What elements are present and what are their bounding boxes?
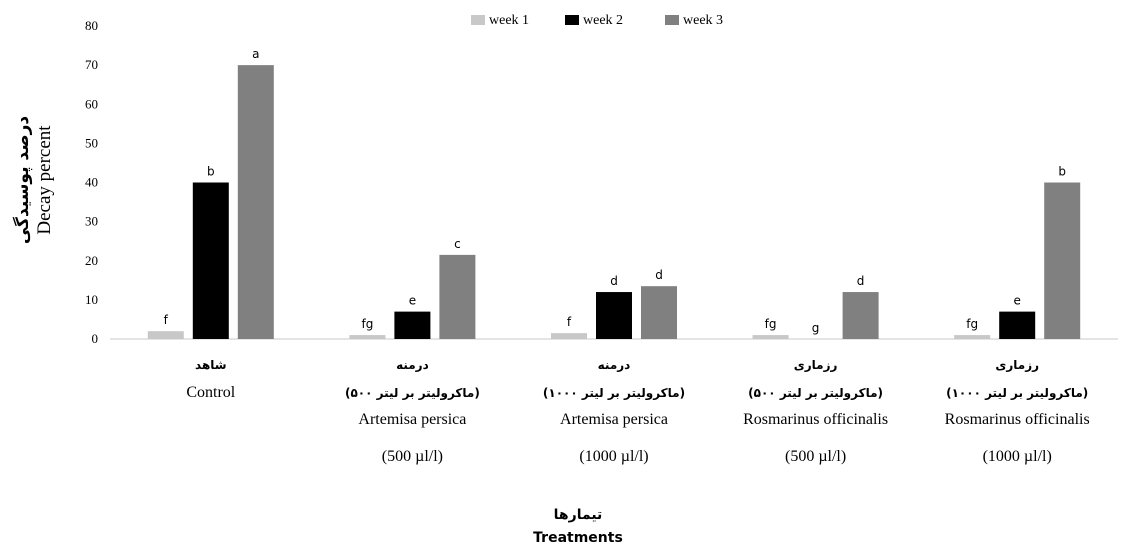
y-tick-label: 70: [85, 57, 98, 72]
significance-letter: c: [454, 237, 461, 251]
category-label-line: درمنه: [396, 358, 429, 372]
category-label-line: (۱۰۰۰ ماکرولیتر بر لیتر): [946, 386, 1088, 401]
y-tick-label: 40: [85, 175, 98, 190]
bar-week-2-2: [394, 311, 431, 339]
significance-letter: d: [655, 268, 663, 282]
significance-letter: a: [252, 47, 259, 61]
bar-week-1-3: [551, 333, 587, 339]
category-label-line: (500 µl/l): [382, 448, 443, 465]
legend-swatch-week-3: [665, 15, 679, 25]
category-label-line: (1000 µl/l): [579, 448, 648, 465]
category-label-line: رزماری: [995, 358, 1039, 372]
significance-letter: f: [567, 315, 572, 329]
category-label-line: رزماری: [794, 358, 838, 372]
category-labels: شاهد Control درمنه (۵۰۰ ماکرولیتر بر لیتر) A…: [186, 358, 1089, 465]
significance-letter: b: [207, 165, 215, 179]
bars-group: [147, 65, 1081, 339]
legend-label: week 2: [583, 13, 623, 28]
y-axis-ticks: 0 10 20 30 40 50 60 70 80: [85, 18, 98, 346]
category-label-line: (۵۰۰ ماکرولیتر بر لیتر): [345, 386, 480, 401]
bar-week-1-4: [752, 335, 789, 339]
significance-letter: g: [812, 321, 820, 335]
y-axis-label-fa: درصد پوسیدگی: [12, 116, 33, 245]
legend-swatch-week-2: [565, 15, 579, 25]
legend-label: week 3: [683, 13, 723, 28]
significance-letter: d: [610, 274, 618, 288]
significance-letter: b: [1058, 165, 1066, 179]
y-tick-label: 0: [92, 331, 99, 346]
category-label-line: شاهد: [195, 358, 227, 372]
bar-week-3-1: [237, 65, 274, 339]
bar-week-2-3: [596, 292, 632, 339]
x-axis-label-en: Treatments: [533, 530, 623, 546]
category-label-line: (500 µl/l): [785, 448, 846, 465]
bar-week-3-4: [842, 292, 879, 339]
y-tick-label: 80: [85, 18, 98, 33]
bar-week-3-2: [439, 254, 476, 339]
significance-letter: fg: [361, 317, 373, 331]
bar-week-2-1: [192, 182, 229, 339]
bar-week-3-3: [641, 286, 677, 339]
significance-letter: d: [857, 274, 865, 288]
category-label-line: درمنه: [598, 358, 631, 372]
legend-swatch-week-1: [471, 15, 485, 25]
y-tick-label: 20: [85, 253, 98, 268]
bar-week-1-2: [349, 335, 386, 339]
y-axis-label-en: Decay percent: [34, 125, 55, 235]
y-axis-label: درصد پوسیدگی Decay percent: [12, 116, 55, 245]
y-tick-label: 10: [85, 292, 98, 307]
significance-letter: e: [409, 294, 416, 308]
legend-label: week 1: [489, 13, 529, 28]
category-label-line: Rosmarinus officinalis: [945, 411, 1090, 428]
y-tick-label: 30: [85, 214, 98, 229]
y-tick-label: 60: [85, 96, 98, 111]
category-label-line: (۱۰۰۰ ماکرولیتر بر لیتر): [543, 386, 685, 401]
category-label-line: (۵۰۰ ماکرولیتر بر لیتر): [748, 386, 883, 401]
category-label-line: Artemisa persica: [358, 411, 466, 428]
category-label-line: Control: [186, 384, 235, 401]
bar-week-1-1: [147, 331, 184, 339]
significance-letter: fg: [966, 317, 978, 331]
y-tick-label: 50: [85, 135, 98, 150]
significance-letter: f: [164, 313, 169, 327]
bar-week-2-5: [999, 311, 1036, 339]
category-label-line: Artemisa persica: [560, 411, 668, 428]
significance-letters: f b a fg e c f d d fg g d fg e b: [164, 47, 1066, 335]
category-label-line: Rosmarinus officinalis: [743, 411, 888, 428]
bar-week-1-5: [954, 335, 991, 339]
x-axis-label-fa: تیمارها: [554, 507, 603, 523]
category-label-line: (1000 µl/l): [983, 448, 1052, 465]
significance-letter: fg: [765, 317, 777, 331]
significance-letter: e: [1014, 294, 1021, 308]
legend: week 1 week 2 week 3: [471, 13, 723, 28]
bar-week-3-5: [1044, 182, 1081, 339]
